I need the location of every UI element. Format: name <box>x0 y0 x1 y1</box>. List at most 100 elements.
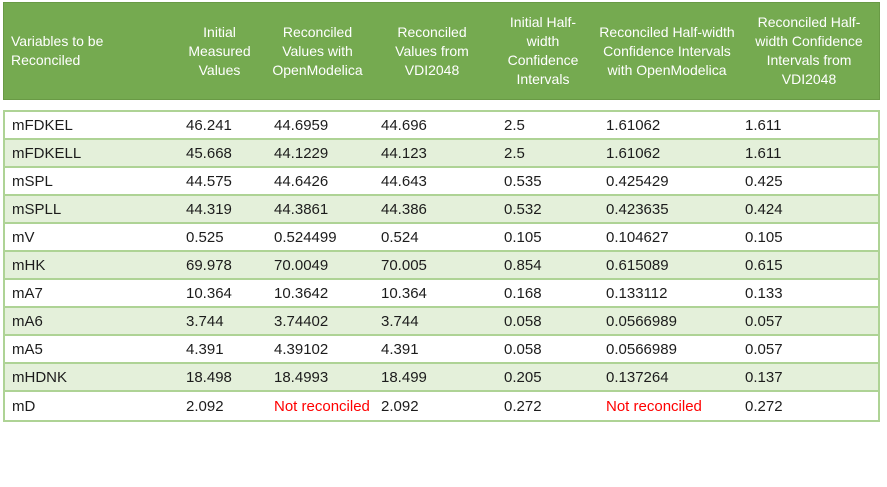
variable-name-cell: mD <box>12 397 36 415</box>
value-cell: 0.137264 <box>606 368 669 386</box>
value-cell: 4.39102 <box>274 340 329 358</box>
table-row-mA5: mA5 4.391 4.39102 4.391 0.058 0.0566989 0.057 <box>5 336 878 364</box>
value-cell: 0.425 <box>745 172 783 190</box>
value-cell: 3.744 <box>381 312 419 330</box>
value-cell: 0.525 <box>186 228 224 246</box>
variable-name-cell: mV <box>12 228 35 246</box>
value-cell: 0.133 <box>745 284 783 302</box>
value-cell: 0.423635 <box>606 200 669 218</box>
value-cell: Not reconciled <box>606 397 702 415</box>
value-cell: 44.696 <box>381 116 427 134</box>
variable-name-cell: mHK <box>12 256 46 274</box>
variable-name-cell: mA6 <box>12 312 43 330</box>
value-cell: 10.3642 <box>274 284 329 302</box>
value-cell: 0.532 <box>504 200 542 218</box>
value-cell: 10.364 <box>186 284 232 302</box>
variable-name-cell: mA7 <box>12 284 43 302</box>
table-row-mFDKEL: mFDKEL 46.241 44.6959 44.696 2.5 1.61062 1.611 <box>5 112 878 140</box>
value-cell: 44.575 <box>186 172 232 190</box>
value-cell: 18.498 <box>186 368 232 386</box>
value-cell: 44.643 <box>381 172 427 190</box>
value-cell: 3.74402 <box>274 312 329 330</box>
column-header-2: Reconciled Values with OpenModelica <box>272 23 363 78</box>
header-body-gap <box>3 100 880 110</box>
value-cell: 0.057 <box>745 312 783 330</box>
value-cell: 2.5 <box>504 116 525 134</box>
value-cell: 0.854 <box>504 256 542 274</box>
variable-name-cell: mFDKEL <box>12 116 73 134</box>
table-row-mV: mV 0.525 0.524499 0.524 0.105 0.104627 0.105 <box>5 224 878 252</box>
value-cell: 44.386 <box>381 200 427 218</box>
table-row-mHK: mHK 69.978 70.0049 70.005 0.854 0.615089 0.615 <box>5 252 878 280</box>
value-cell: 1.611 <box>745 116 782 134</box>
value-cell: 2.5 <box>504 144 525 162</box>
value-cell: 0.424 <box>745 200 783 218</box>
value-cell: 1.61062 <box>606 144 661 162</box>
value-cell: Not reconciled <box>274 397 370 415</box>
value-cell: 0.058 <box>504 340 542 358</box>
value-cell: 2.092 <box>186 397 224 415</box>
table-row-mFDKELL: mFDKELL 45.668 44.1229 44.123 2.5 1.61062 1.61… <box>5 140 878 168</box>
value-cell: 0.205 <box>504 368 542 386</box>
table-row-mSPL: mSPL 44.575 44.6426 44.643 0.535 0.425429 0.42… <box>5 168 878 196</box>
value-cell: 44.123 <box>381 144 427 162</box>
table-header-row: Variables to be Reconciled Initial Measur… <box>3 2 880 100</box>
value-cell: 0.272 <box>745 397 783 415</box>
value-cell: 0.524499 <box>274 228 337 246</box>
value-cell: 1.611 <box>745 144 782 162</box>
value-cell: 0.057 <box>745 340 783 358</box>
value-cell: 0.133112 <box>606 284 668 302</box>
value-cell: 0.137 <box>745 368 783 386</box>
value-cell: 0.105 <box>745 228 783 246</box>
value-cell: 44.6426 <box>274 172 329 190</box>
reconciliation-table: Variables to be Reconciled Initial Measur… <box>3 2 880 422</box>
value-cell: 0.168 <box>504 284 542 302</box>
value-cell: 3.744 <box>186 312 224 330</box>
value-cell: 70.0049 <box>274 256 329 274</box>
value-cell: 0.104627 <box>606 228 669 246</box>
value-cell: 44.319 <box>186 200 232 218</box>
table-row-mD: mD 2.092 Not reconciled 2.092 0.272 Not recon… <box>5 392 878 420</box>
variable-name-cell: mSPL <box>12 172 53 190</box>
value-cell: 0.0566989 <box>606 340 677 358</box>
value-cell: 4.391 <box>381 340 419 358</box>
value-cell: 0.058 <box>504 312 542 330</box>
value-cell: 0.535 <box>504 172 542 190</box>
value-cell: 44.3861 <box>274 200 329 218</box>
column-header-3: Reconciled Values from VDI2048 <box>395 23 469 78</box>
value-cell: 18.4993 <box>274 368 329 386</box>
value-cell: 2.092 <box>381 397 419 415</box>
value-cell: 44.1229 <box>274 144 329 162</box>
variable-name-cell: mHDNK <box>12 368 67 386</box>
value-cell: 0.615 <box>745 256 783 274</box>
value-cell: 0.105 <box>504 228 542 246</box>
variable-name-cell: mA5 <box>12 340 43 358</box>
value-cell: 0.272 <box>504 397 542 415</box>
value-cell: 45.668 <box>186 144 232 162</box>
value-cell: 10.364 <box>381 284 427 302</box>
variable-name-cell: mSPLL <box>12 200 62 218</box>
value-cell: 46.241 <box>186 116 232 134</box>
value-cell: 4.391 <box>186 340 224 358</box>
value-cell: 1.61062 <box>606 116 661 134</box>
value-cell: 44.6959 <box>274 116 329 134</box>
column-header-5: Reconciled Half-width Confidence Interva… <box>599 23 735 78</box>
variable-name-cell: mFDKELL <box>12 144 82 162</box>
value-cell: 0.615089 <box>606 256 669 274</box>
column-header-0: Variables to be Reconciled <box>11 33 104 68</box>
value-cell: 70.005 <box>381 256 427 274</box>
value-cell: 0.0566989 <box>606 312 677 330</box>
column-header-4: Initial Half-width Confidence Intervals <box>507 14 579 87</box>
table-row-mHDNK: mHDNK 18.498 18.4993 18.499 0.205 0.137264 0.1… <box>5 364 878 392</box>
table-row-mA7: mA7 10.364 10.3642 10.364 0.168 0.133112 0.133 <box>5 280 878 308</box>
table-body: mFDKEL 46.241 44.6959 44.696 2.5 1.61062 1.611… <box>3 110 880 422</box>
value-cell: 69.978 <box>186 256 232 274</box>
table-row-mSPLL: mSPLL 44.319 44.3861 44.386 0.532 0.423635 0.4… <box>5 196 878 224</box>
column-header-1: Initial Measured Values <box>188 23 251 78</box>
value-cell: 0.425429 <box>606 172 669 190</box>
value-cell: 18.499 <box>381 368 427 386</box>
column-header-6: Reconciled Half-width Confidence Interva… <box>755 14 863 87</box>
value-cell: 0.524 <box>381 228 419 246</box>
table-row-mA6: mA6 3.744 3.74402 3.744 0.058 0.0566989 0.057 <box>5 308 878 336</box>
